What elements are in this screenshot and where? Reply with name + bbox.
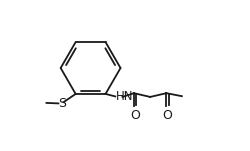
Text: O: O bbox=[162, 109, 172, 122]
Text: O: O bbox=[130, 109, 140, 122]
Text: HN: HN bbox=[116, 90, 133, 103]
Text: S: S bbox=[58, 97, 66, 110]
